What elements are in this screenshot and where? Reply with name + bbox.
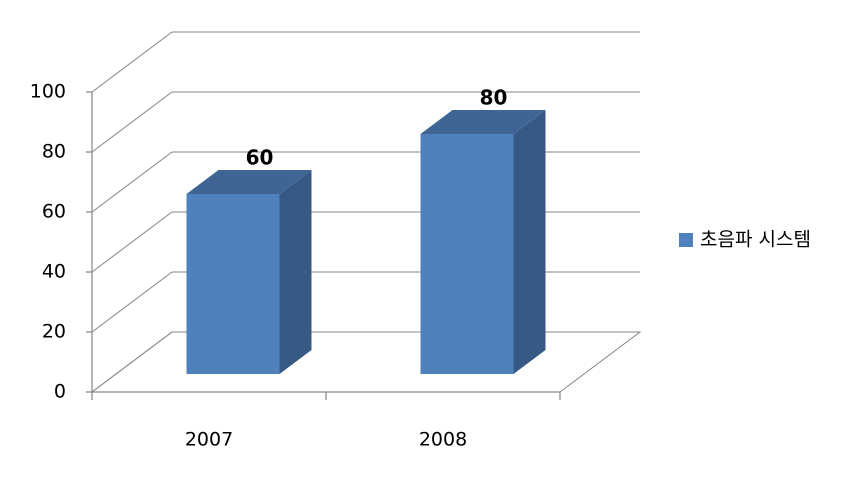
bar-side — [513, 110, 546, 374]
data-label: 80 — [480, 86, 508, 110]
x-tick-label: 2007 — [185, 429, 233, 451]
side-grid-line — [91, 211, 173, 273]
floor — [91, 331, 642, 393]
y-tick-label: 80 — [42, 141, 66, 163]
bar — [420, 134, 514, 374]
x-tick-label: 2008 — [419, 429, 467, 451]
side-grid-line — [91, 31, 173, 93]
side-grid-line — [91, 271, 173, 333]
y-tick-label: 60 — [42, 201, 66, 223]
y-tick-label: 0 — [54, 381, 66, 403]
y-tick-label: 20 — [42, 321, 66, 343]
y-tick-label: 40 — [42, 261, 66, 283]
bar — [186, 194, 280, 374]
legend-label: 초음파 시스템 — [700, 229, 811, 251]
legend-swatch — [679, 233, 693, 247]
bar-top — [186, 170, 312, 194]
data-label: 60 — [246, 146, 274, 170]
side-grid-line — [91, 331, 173, 393]
bar-top — [420, 110, 546, 134]
bar-side — [279, 170, 312, 374]
side-grid-line — [91, 91, 173, 153]
side-grid-line — [91, 151, 173, 213]
y-tick-label: 100 — [30, 81, 66, 103]
